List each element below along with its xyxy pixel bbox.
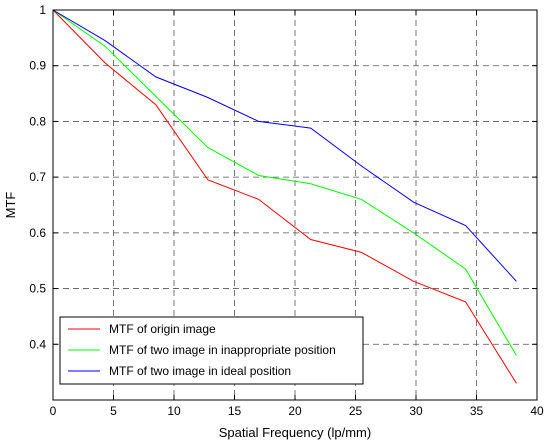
x-tick-label: 10: [167, 404, 181, 418]
y-tick-label: 0.7: [29, 170, 46, 184]
series-line-ideal: [52, 9, 517, 282]
y-tick-label: 0.6: [29, 226, 46, 240]
ticks: [52, 9, 538, 400]
series-line-origin: [52, 9, 517, 384]
y-tick-label: 0.9: [29, 59, 46, 73]
legend-label-ideal: MTF of two image in ideal position: [109, 364, 291, 378]
x-tick-label: 40: [530, 404, 544, 418]
legend: MTF of origin image MTF of two image in …: [59, 316, 364, 385]
y-axis-label: MTF: [3, 192, 18, 219]
x-tick-label: 0: [50, 404, 57, 418]
x-tick-label: 5: [110, 404, 117, 418]
y-tick-label: 0.4: [29, 337, 46, 351]
legend-box: [59, 316, 364, 385]
y-tick-label: 0.8: [29, 114, 46, 128]
x-tick-label: 15: [228, 404, 242, 418]
x-tick-label: 25: [349, 404, 363, 418]
y-tick-label: 1: [39, 3, 46, 17]
tick-labels: 0 5 10 15 20 25 30 35 40 0.4 0.5 0.6 0.7 0.8 0.9 1: [29, 3, 544, 418]
x-axis-label: Spatial Frequency (lp/mm): [219, 425, 371, 440]
series-lines: [52, 9, 517, 384]
legend-label-origin: MTF of origin image: [109, 322, 216, 336]
series-line-inappropriate: [52, 9, 517, 356]
y-tick-label: 0.5: [29, 282, 46, 296]
legend-label-inappropriate: MTF of two image in inappropriate positi…: [109, 343, 336, 357]
x-tick-label: 30: [409, 404, 423, 418]
x-tick-label: 20: [288, 404, 302, 418]
x-tick-label: 35: [470, 404, 484, 418]
